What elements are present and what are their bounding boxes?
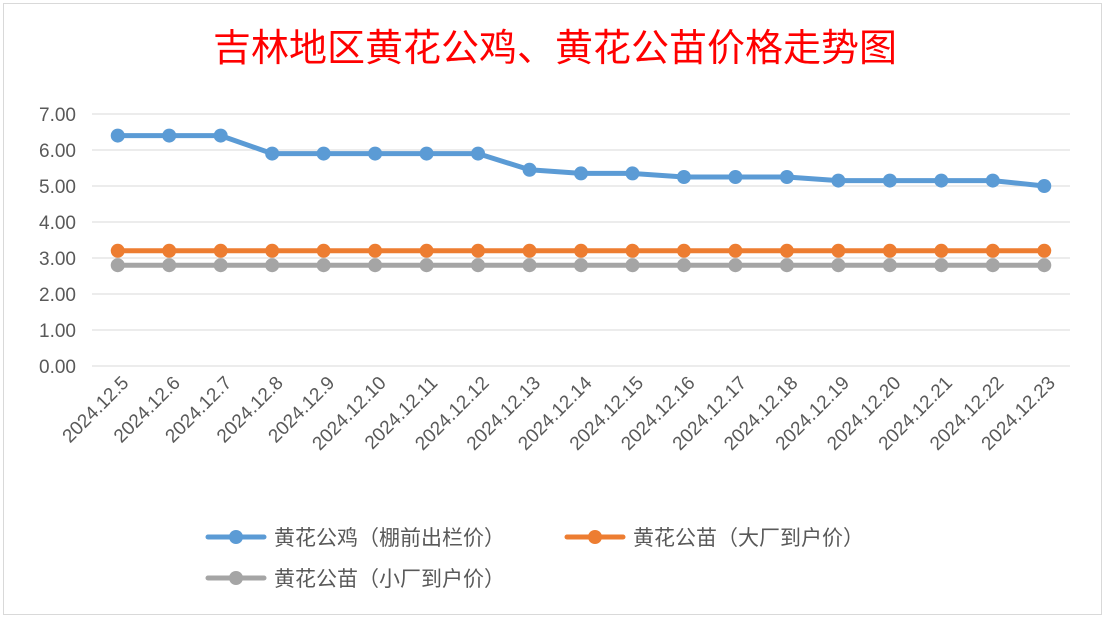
series-1 [110,128,1052,193]
data-point [213,258,228,273]
data-point [625,166,640,181]
data-point [1037,258,1052,273]
series-lines [110,128,1052,273]
legend-item: 黄花公苗（小厂到户价） [205,567,505,591]
data-point [728,243,743,258]
data-point [213,128,228,143]
data-point [728,170,743,184]
legend: 黄花公鸡（棚前出栏价） 黄花公苗（大厂到户价） 黄花公苗（小厂到户价） [205,526,864,591]
data-point [368,146,383,161]
data-point [779,170,794,184]
data-point [368,243,383,258]
data-point [831,173,846,188]
data-point [625,243,640,258]
data-point [574,243,588,258]
legend-label: 黄花公鸡（棚前出栏价） [274,526,505,550]
data-point [316,258,331,273]
data-point [985,173,1000,188]
data-point [676,170,691,184]
legend-swatch-marker [229,530,243,544]
data-point [265,243,280,258]
line-chart: 吉林地区黄花公鸡、黄花公苗价格走势图 0.00 1.00 2.00 3.00 4.00 5… [39,26,1070,591]
data-point [934,243,949,258]
y-tick-label: 0.00 [39,357,76,378]
data-point [419,243,434,258]
legend-swatch-marker [588,530,602,544]
data-point [110,243,125,258]
data-point [213,243,228,258]
series-2 [110,243,1052,258]
y-tick-label: 5.00 [39,177,76,198]
y-axis-tick-labels: 0.00 1.00 2.00 3.00 4.00 5.00 6.00 7.00 [39,105,76,378]
data-point [882,243,897,258]
x-axis-tick-labels: 2024.12.52024.12.62024.12.72024.12.82024… [59,372,1060,454]
data-point [934,173,949,188]
data-point [419,258,434,273]
data-point [1037,243,1052,258]
data-point [676,258,691,273]
data-point [522,258,537,273]
data-point [882,258,897,273]
y-tick-label: 4.00 [39,213,76,234]
y-tick-label: 2.00 [39,285,76,306]
data-point [471,243,486,258]
data-point [831,243,846,258]
data-point [625,258,640,273]
legend-item: 黄花公鸡（棚前出栏价） [205,526,505,550]
data-point [265,258,280,273]
data-point [522,162,537,177]
data-point [471,146,486,161]
data-point [316,243,331,258]
data-point [110,258,125,273]
chart-frame: 吉林地区黄花公鸡、黄花公苗价格走势图 0.00 1.00 2.00 3.00 4.00 5… [3,3,1102,615]
legend-label: 黄花公苗（小厂到户价） [274,567,505,591]
y-tick-label: 6.00 [39,141,76,162]
legend-item: 黄花公苗（大厂到户价） [564,526,864,550]
data-point [779,243,794,258]
data-point [676,243,691,258]
data-point [779,258,794,273]
data-point [316,146,331,161]
data-point [574,258,588,273]
y-tick-label: 3.00 [39,249,76,270]
y-tick-label: 7.00 [39,105,76,126]
data-point [985,258,1000,273]
data-point [1037,179,1052,193]
data-point [265,146,280,161]
data-point [574,166,588,181]
data-point [162,258,177,273]
y-tick-label: 1.00 [39,321,76,342]
data-point [522,243,537,258]
data-point [985,243,1000,258]
data-point [419,146,434,161]
data-point [882,173,897,188]
data-point [831,258,846,273]
data-point [110,128,125,143]
data-point [162,128,177,143]
chart-title: 吉林地区黄花公鸡、黄花公苗价格走势图 [213,26,897,70]
gridlines [92,113,1070,367]
data-point [471,258,486,273]
series-3 [110,258,1052,273]
legend-swatch-marker [229,571,243,585]
data-point [368,258,383,273]
data-point [934,258,949,273]
data-point [728,258,743,273]
data-point [162,243,177,258]
legend-label: 黄花公苗（大厂到户价） [633,526,864,550]
